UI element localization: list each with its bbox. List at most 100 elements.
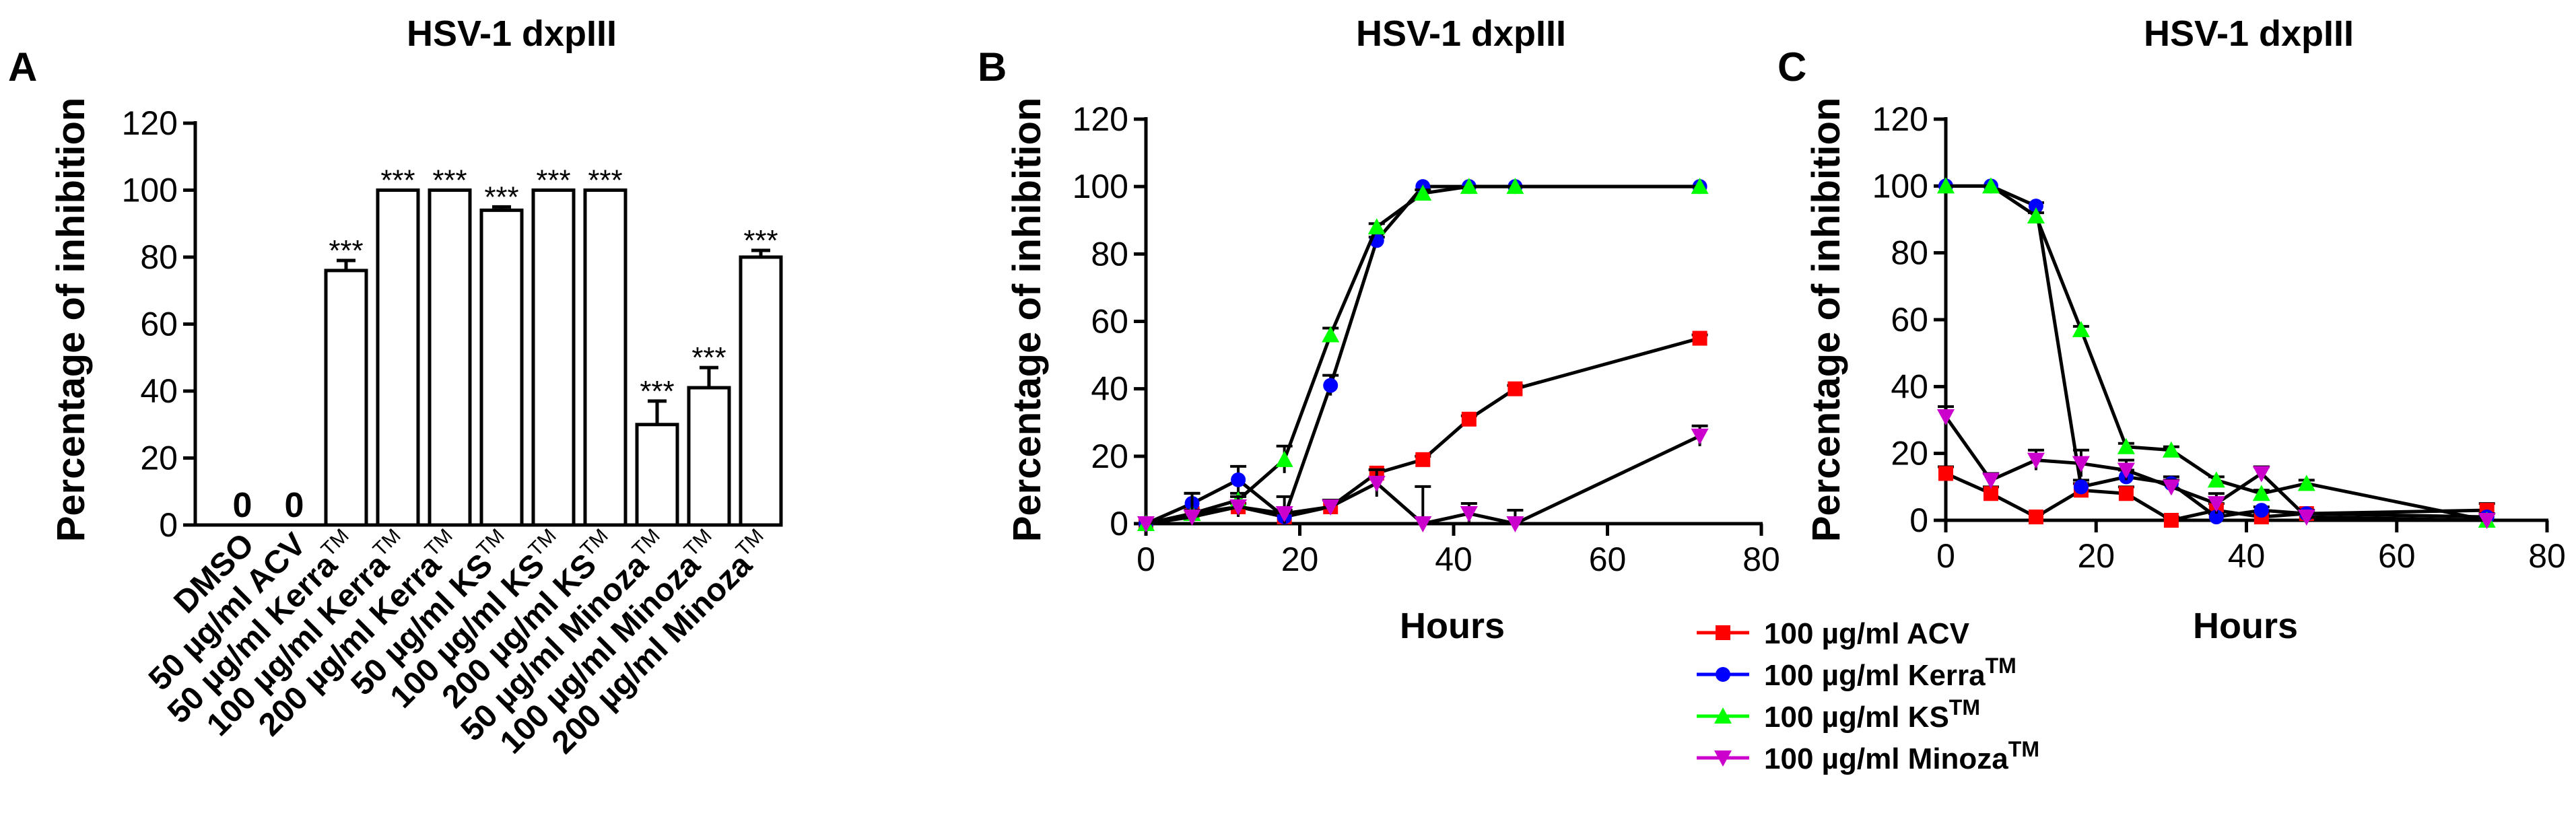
data-point-KS (1506, 178, 1524, 195)
panel-a-y-tick-label: 40 (140, 372, 178, 410)
significance-label: *** (640, 375, 674, 408)
panel_b-y-tick-label: 40 (1091, 370, 1128, 408)
data-point-KS (1691, 178, 1709, 195)
legend-label-main: 100 µg/ml Minoza (1764, 742, 2008, 775)
legend-marker (1716, 625, 1730, 640)
data-point-Kerra (1323, 378, 1338, 393)
legend-item-KS: 100 µg/ml KSTM (1697, 695, 1980, 734)
legend-marker (1714, 750, 1732, 767)
significance-label: *** (743, 224, 778, 257)
panel_c-y-tick-label: 80 (1891, 234, 1928, 272)
data-point-Minoza (2478, 513, 2496, 529)
panel-a-y-tick-label: 100 (122, 172, 178, 209)
legend-label: 100 µg/ml ACV (1764, 617, 1970, 650)
data-point-Minoza (1414, 516, 1432, 532)
data-point-ACV (1983, 486, 1998, 501)
panel-c-chart: 0 20 40 60 80 100 120 0 20 40 60 80 (1872, 100, 2566, 575)
data-point-KS (1367, 218, 1386, 235)
bar (324, 269, 368, 527)
data-point-Minoza (1137, 516, 1155, 532)
panel_c-y-tick-label: 100 (1872, 167, 1928, 205)
value-label: 0 (285, 486, 304, 525)
data-point-KS (1937, 177, 1955, 194)
panel-a-y-tick-label: 20 (140, 440, 178, 477)
data-point-Minoza (1367, 475, 1386, 492)
data-point-Minoza (2252, 466, 2270, 483)
panel-b-chart: 0 20 40 60 80 100 120 0 20 40 60 80 (1073, 100, 1780, 578)
panel-a-y-tick-label: 0 (159, 506, 178, 544)
data-point-KS (2297, 475, 2315, 491)
panel_b-x-tick-label: 80 (1742, 540, 1780, 578)
legend-marker (1716, 667, 1730, 682)
data-point-Minoza (2207, 496, 2225, 513)
panel-a-title: HSV-1 dxpIII (407, 13, 617, 54)
significance-label: *** (536, 164, 570, 197)
panel-a-label: A (8, 44, 37, 90)
panel_c-x-tick-label: 60 (2378, 537, 2416, 575)
significance-label: *** (329, 234, 363, 267)
legend-label: 100 µg/ml KSTM (1764, 695, 1980, 734)
series-line-Kerra (1145, 184, 1700, 526)
data-point-Minoza (2297, 510, 2315, 526)
data-point-Minoza (2027, 452, 2045, 469)
panel_b-y-tick-label: 100 (1073, 168, 1128, 205)
legend-label-sup: TM (2008, 737, 2039, 761)
series-line-Minoza (1944, 415, 2487, 522)
data-point-Kerra (1231, 472, 1246, 487)
data-point-KS (1981, 177, 2000, 194)
data-point-Minoza (2117, 462, 2135, 479)
data-point-ACV (1461, 411, 1477, 427)
legend-item-Kerra: 100 µg/ml KerraTM (1697, 654, 2016, 692)
legend-label-main: 100 µg/ml ACV (1764, 617, 1970, 650)
panel-a-y-tick-label: 60 (140, 306, 178, 343)
bar (428, 188, 472, 527)
data-point-ACV (2163, 513, 2179, 528)
legend-label: 100 µg/ml MinozaTM (1764, 737, 2039, 775)
data-point-Kerra (2028, 199, 2043, 214)
data-point-Minoza (1506, 516, 1524, 532)
series-KS (1137, 178, 1709, 531)
data-point-KS (2072, 320, 2090, 337)
panel_b-x-tick-label: 60 (1589, 540, 1627, 578)
series-Minoza (1937, 405, 2496, 529)
data-point-KS (1275, 450, 1293, 467)
data-point-Minoza (2072, 456, 2090, 473)
panel_c-y-tick-label: 0 (1909, 501, 1928, 539)
data-point-ACV (2118, 486, 2134, 501)
panel-a-ylabel: Percentage of inhibition (49, 98, 93, 542)
significance-label: *** (588, 164, 622, 197)
data-point-KS (2252, 485, 2270, 501)
legend-label-sup: TM (1949, 695, 1980, 720)
bar (687, 386, 731, 527)
data-point-Minoza (1937, 409, 1955, 426)
panel_c-y-tick-label: 60 (1891, 301, 1928, 339)
panel_c-x-tick-label: 0 (1936, 537, 1955, 575)
legend-marker (1714, 707, 1732, 724)
panel_c-y-tick-label: 120 (1872, 100, 1928, 138)
data-point-Kerra (2253, 503, 2269, 518)
data-point-Minoza (1275, 505, 1293, 522)
data-point-ACV (1415, 452, 1431, 467)
significance-label: *** (484, 180, 518, 213)
panel-b-ylabel: Percentage of inhibition (1005, 98, 1049, 542)
data-point-Kerra (2073, 479, 2089, 495)
panel_c-y-tick-label: 20 (1891, 435, 1928, 473)
legend-label-main: 100 µg/ml KS (1764, 701, 1949, 734)
bar (376, 188, 420, 527)
data-point-Minoza (1981, 473, 2000, 489)
panel_b-y-tick-label: 60 (1091, 303, 1128, 341)
data-point-KS (2162, 441, 2180, 458)
legend-label-sup: TM (1986, 654, 2016, 678)
bar (479, 208, 524, 527)
panel_b-x-tick-label: 40 (1435, 540, 1472, 578)
data-point-Minoza (1460, 505, 1478, 522)
data-point-Minoza (1691, 428, 1709, 445)
panel_b-y-tick-label: 80 (1091, 235, 1128, 273)
bar (635, 423, 679, 527)
legend-item-Minoza: 100 µg/ml MinozaTM (1697, 737, 2039, 775)
series-line-KS (1946, 184, 2488, 522)
series-line-ACV (1944, 472, 2487, 522)
